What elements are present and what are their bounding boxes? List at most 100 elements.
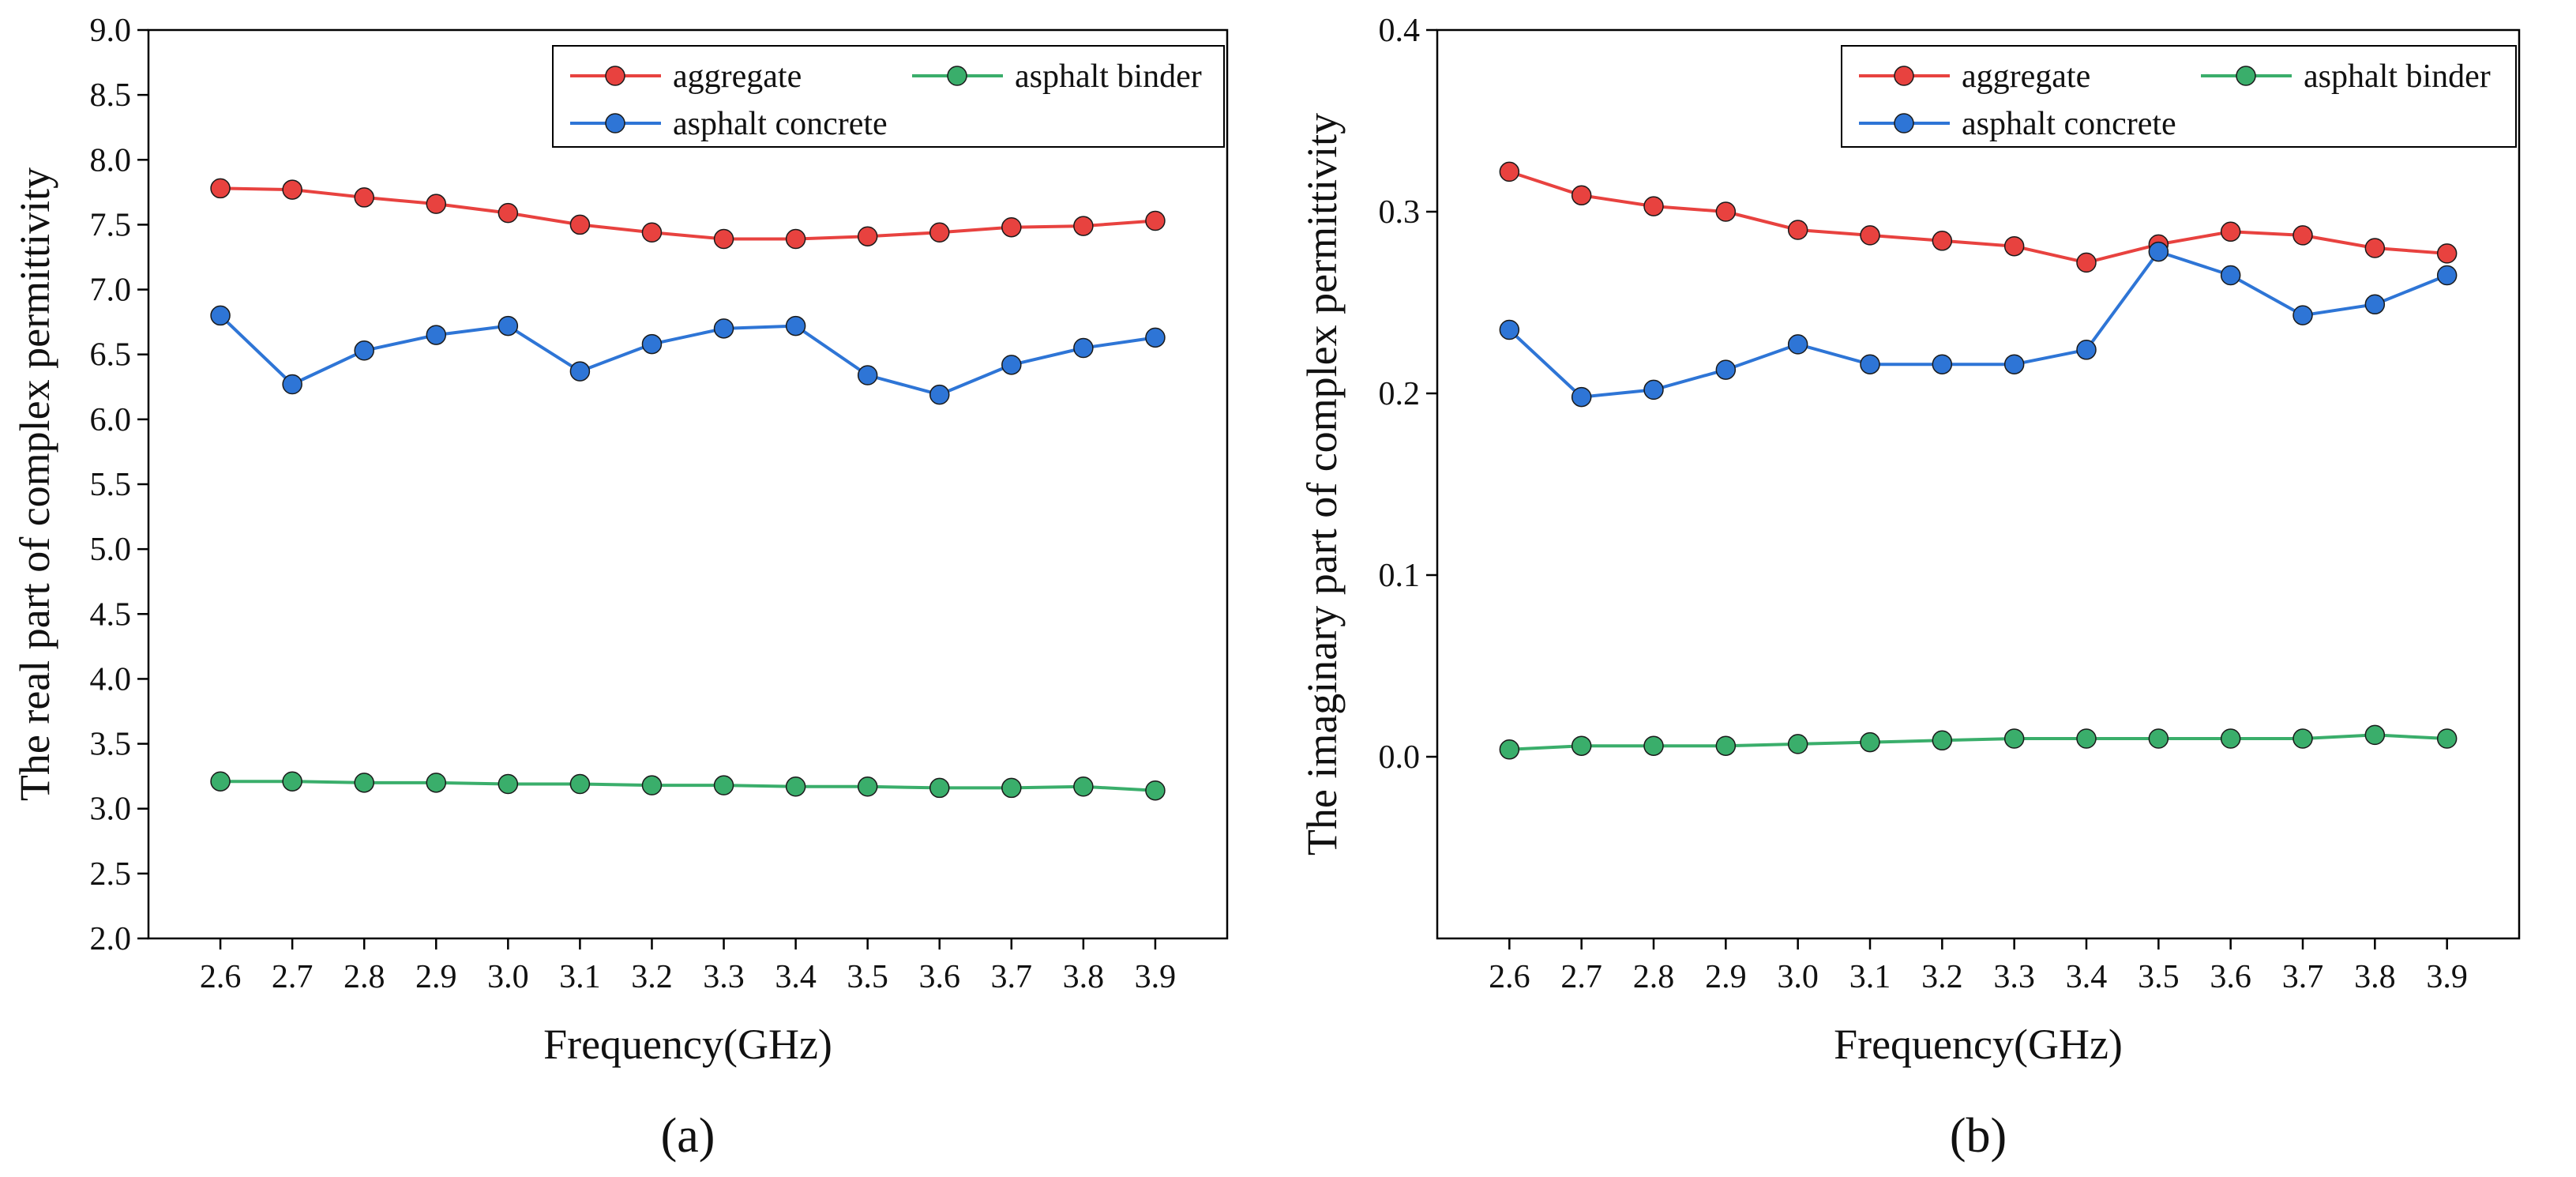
y-tick-label: 4.0 <box>90 661 132 698</box>
y-tick-label: 0.1 <box>1379 558 1421 594</box>
data-point-aggregate <box>282 179 302 200</box>
y-tick-label: 6.0 <box>90 402 132 438</box>
y-tick-label: 2.0 <box>90 921 132 957</box>
y-tick-label: 5.0 <box>90 532 132 568</box>
data-point-asphalt-concrete <box>2436 265 2458 286</box>
data-point-asphalt-binder <box>1860 731 1880 753</box>
data-point-asphalt-concrete <box>2076 340 2097 360</box>
y-tick-label: 3.5 <box>90 727 132 763</box>
data-point-asphalt-binder <box>2148 728 2169 749</box>
data-point-aggregate <box>426 194 447 214</box>
legend-marker-asphalt-concrete <box>1894 113 1914 133</box>
x-tick-label: 3.0 <box>487 959 529 995</box>
legend-label-aggregate: aggregate <box>673 58 802 95</box>
x-tick-label: 3.0 <box>1777 959 1819 995</box>
x-tick-label: 3.3 <box>1993 959 2035 995</box>
data-point-asphalt-concrete <box>2220 265 2241 286</box>
x-tick-label: 3.5 <box>2138 959 2180 995</box>
data-point-asphalt-concrete <box>857 365 878 385</box>
data-point-asphalt-concrete <box>569 361 591 382</box>
legend-box <box>552 45 1225 148</box>
x-tick-label: 2.9 <box>1705 959 1747 995</box>
y-tick-label: 7.0 <box>90 273 132 309</box>
data-point-aggregate <box>641 222 663 243</box>
x-tick-label: 2.6 <box>1489 959 1530 995</box>
data-point-aggregate <box>210 178 231 199</box>
legend-label-asphalt-concrete: asphalt concrete <box>673 106 888 142</box>
data-point-asphalt-binder <box>2364 724 2386 746</box>
x-axis-title: Frequency(GHz) <box>543 1021 832 1068</box>
data-point-aggregate <box>785 228 806 250</box>
panel-label: (b) <box>1950 1109 2007 1163</box>
legend-marker-asphalt-binder <box>947 66 967 86</box>
data-point-asphalt-binder <box>641 775 663 795</box>
data-point-asphalt-concrete <box>1932 354 1953 374</box>
data-point-aggregate <box>2076 252 2097 273</box>
panel-b: 0.0 0.1 0.2 0.3 0.4 2.6 2.7 2.8 2.9 3.0 3.1 3.2 3.3 3… <box>1298 13 2521 1163</box>
legend-marker-asphalt-concrete <box>605 113 625 133</box>
data-point-asphalt-binder <box>713 775 734 795</box>
x-tick-label: 3.1 <box>1849 959 1891 995</box>
data-point-asphalt-binder <box>929 777 950 799</box>
data-point-asphalt-binder <box>498 773 519 795</box>
y-tick-label: 4.5 <box>90 596 132 633</box>
legend-label-asphalt-concrete: asphalt concrete <box>1962 106 2176 142</box>
y-tick-label: 0.3 <box>1379 194 1421 231</box>
x-tick-label: 3.9 <box>1135 959 1177 995</box>
series-line-aggregate <box>1508 170 2447 265</box>
data-point-aggregate <box>929 222 950 243</box>
panel-a: 2.0 2.5 3.0 3.5 4.0 4.5 5.0 5.5 6.0 6.5 7.0 7.5 8.0 8… <box>11 13 1229 1163</box>
data-point-asphalt-concrete <box>2292 305 2313 325</box>
data-point-asphalt-binder <box>1073 777 1094 797</box>
x-tick-label: 3.3 <box>703 959 745 995</box>
data-point-aggregate <box>2436 243 2458 264</box>
y-tick-label: 6.5 <box>90 337 132 374</box>
data-point-aggregate <box>1073 216 1094 236</box>
x-tick-label: 3.1 <box>559 959 601 995</box>
data-point-asphalt-binder <box>1001 777 1022 799</box>
data-point-asphalt-binder <box>1571 735 1592 756</box>
data-point-aggregate <box>1499 161 1520 182</box>
x-tick-label: 2.9 <box>415 959 457 995</box>
plot-frame <box>147 28 1229 940</box>
data-point-asphalt-concrete <box>1499 319 1520 340</box>
data-point-asphalt-concrete <box>2148 241 2169 262</box>
y-tick-label: 9.0 <box>90 13 132 49</box>
data-point-asphalt-binder <box>210 771 231 792</box>
data-point-asphalt-binder <box>2292 728 2313 749</box>
legend-box <box>1841 45 2517 148</box>
data-point-asphalt-binder <box>2436 728 2458 749</box>
legend-marker-asphalt-binder <box>2236 66 2256 86</box>
data-point-asphalt-concrete <box>641 333 663 355</box>
data-point-asphalt-binder <box>354 773 374 793</box>
data-point-asphalt-concrete <box>354 340 374 361</box>
plot-frame <box>1436 28 2521 940</box>
data-point-asphalt-concrete <box>1145 327 1166 348</box>
legend-marker-aggregate <box>605 66 625 86</box>
x-tick-label: 3.7 <box>991 959 1033 995</box>
y-tick-label: 7.5 <box>90 207 132 243</box>
x-tick-label: 3.9 <box>2426 959 2468 995</box>
data-point-asphalt-concrete <box>426 325 447 345</box>
x-tick-label: 2.8 <box>1633 959 1675 995</box>
data-point-asphalt-binder <box>2220 728 2241 749</box>
y-tick-label: 3.0 <box>90 792 132 828</box>
data-point-asphalt-binder <box>2003 728 2025 749</box>
legend-marker-aggregate <box>1894 66 1914 86</box>
x-tick-label: 3.2 <box>631 959 673 995</box>
data-point-asphalt-concrete <box>210 305 231 326</box>
x-tick-label: 3.7 <box>2282 959 2324 995</box>
x-tick-label: 2.6 <box>200 959 242 995</box>
x-tick-label: 3.8 <box>1063 959 1105 995</box>
data-point-asphalt-concrete <box>498 315 519 337</box>
data-point-asphalt-binder <box>1787 734 1808 754</box>
data-point-aggregate <box>713 228 734 250</box>
data-point-asphalt-binder <box>426 773 447 793</box>
data-point-asphalt-concrete <box>785 315 806 337</box>
data-point-asphalt-concrete <box>1571 386 1592 408</box>
data-point-asphalt-concrete <box>929 384 950 405</box>
data-point-aggregate <box>1860 225 1880 246</box>
legend-label-asphalt-binder: asphalt binder <box>2304 58 2491 95</box>
data-point-asphalt-binder <box>569 773 591 795</box>
data-point-asphalt-concrete <box>2364 294 2386 315</box>
